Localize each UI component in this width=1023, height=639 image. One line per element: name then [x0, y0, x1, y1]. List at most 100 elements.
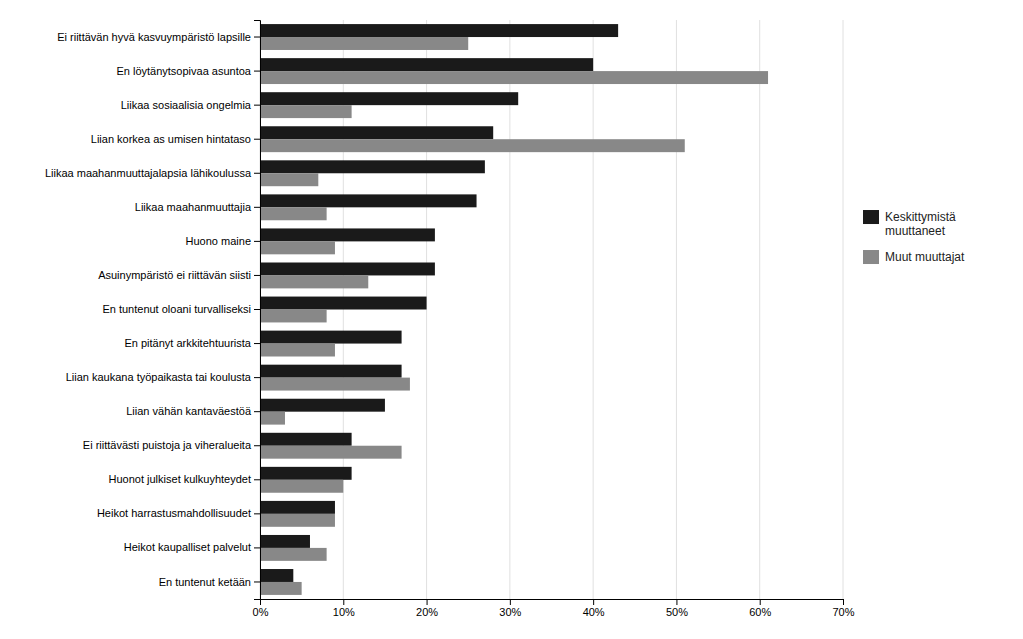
- grid-line: [676, 20, 677, 599]
- y-tick-mark: [254, 513, 260, 514]
- y-tick-mark: [254, 377, 260, 378]
- x-tick: 40%: [583, 599, 605, 618]
- y-tick-label: Liian kaukana työpaikasta tai koulusta: [66, 371, 252, 383]
- bar: [260, 71, 768, 84]
- grid-line: [593, 20, 594, 599]
- bar: [260, 194, 477, 207]
- legend-swatch: [863, 210, 879, 224]
- bar: [260, 344, 335, 357]
- legend-label: Muut muuttajat: [885, 250, 965, 264]
- legend-item: Keskittymistämuuttaneet: [863, 210, 956, 238]
- y-tick-label: Liikaa maahanmuuttajalapsia lähikoulussa: [45, 167, 252, 179]
- y-tick: Heikot kaupalliset palvelut: [124, 541, 260, 553]
- y-tick-mark: [254, 37, 260, 38]
- y-tick: Liian korkea as umisen hintataso: [91, 133, 260, 145]
- y-tick-label: Liikaa maahanmuuttajia: [135, 201, 252, 213]
- grid-line: [843, 20, 844, 599]
- bar: [260, 399, 385, 412]
- bar: [260, 548, 327, 561]
- y-axis-line: [254, 21, 261, 600]
- grid-line: [759, 20, 760, 599]
- y-tick-mark: [254, 241, 260, 242]
- bar: [260, 501, 335, 514]
- y-tick-mark: [254, 411, 260, 412]
- bar: [260, 37, 468, 50]
- bar: [260, 92, 518, 105]
- bar: [260, 262, 435, 275]
- bar: [260, 139, 685, 152]
- y-tick-label: Heikot kaupalliset palvelut: [124, 541, 251, 553]
- y-tick: Liikaa maahanmuuttajalapsia lähikoulussa: [45, 167, 260, 179]
- y-tick-label: Asuinympäristö ei riittävän siisti: [98, 269, 251, 281]
- y-tick-mark: [254, 479, 260, 480]
- legend-label: Keskittymistämuuttaneet: [885, 210, 956, 238]
- y-tick: Liikaa sosiaalisia ongelmia: [121, 99, 260, 111]
- y-tick-label: En pitänyt arkkitehtuurista: [124, 337, 251, 349]
- y-tick: En pitänyt arkkitehtuurista: [124, 337, 260, 349]
- y-tick: Huono maine: [186, 235, 260, 247]
- plot: 0%10%20%30%40%50%60%70%Ei riittävän hyvä…: [45, 20, 855, 618]
- y-tick-mark: [254, 139, 260, 140]
- y-tick: Liian kaukana työpaikasta tai koulusta: [66, 371, 260, 383]
- x-tick-mark: [843, 599, 844, 605]
- x-tick: 50%: [666, 599, 688, 618]
- bar: [260, 105, 352, 118]
- y-tick-mark: [254, 581, 260, 582]
- y-tick-mark: [254, 445, 260, 446]
- y-tick-label: Heikot harrastusmahdollisuudet: [97, 507, 251, 519]
- y-axis: Ei riittävän hyvä kasvuympäristö lapsill…: [45, 21, 261, 600]
- legend: Keskittymistämuuttaneet Muut muuttajat: [863, 210, 965, 264]
- chart: 0%10%20%30%40%50%60%70%Ei riittävän hyvä…: [0, 0, 1023, 639]
- y-tick: Ei riittävästi puistoja ja viheralueita: [83, 439, 260, 451]
- y-tick: Asuinympäristö ei riittävän siisti: [98, 269, 260, 281]
- y-tick-label: En tuntenut ketään: [159, 575, 251, 587]
- y-tick-label: Liian vähän kantaväestöä: [126, 405, 252, 417]
- grid: [260, 20, 843, 599]
- bar: [260, 433, 352, 446]
- bar: [260, 160, 485, 173]
- bar: [260, 480, 343, 493]
- legend-item: Muut muuttajat: [863, 250, 965, 264]
- y-tick: En tuntenut ketään: [159, 575, 260, 587]
- y-tick: Liikaa maahanmuuttajia: [135, 201, 260, 213]
- bars: [260, 24, 768, 595]
- x-tick: 20%: [416, 599, 438, 618]
- x-tick-label: 0%: [253, 606, 269, 618]
- x-tick-mark: [343, 599, 344, 605]
- bar: [260, 310, 327, 323]
- y-tick: Heikot harrastusmahdollisuudet: [97, 507, 260, 519]
- y-tick-label: En tuntenut oloani turvalliseksi: [102, 303, 251, 315]
- bar: [260, 569, 293, 582]
- x-tick: 60%: [749, 599, 771, 618]
- x-tick-label: 30%: [499, 606, 521, 618]
- x-tick: 30%: [499, 599, 521, 618]
- x-tick-mark: [760, 599, 761, 605]
- bar: [260, 275, 368, 288]
- bar: [260, 241, 335, 254]
- bar: [260, 173, 318, 186]
- legend-swatch: [863, 250, 879, 264]
- y-tick-mark: [254, 71, 260, 72]
- bar: [260, 297, 427, 310]
- bar: [260, 58, 593, 71]
- y-tick: En löytänytsopivaa asuntoa: [116, 65, 260, 77]
- bar: [260, 582, 302, 595]
- y-tick-mark: [254, 275, 260, 276]
- x-tick-mark: [676, 599, 677, 605]
- y-tick-label: Liian korkea as umisen hintataso: [91, 133, 251, 145]
- x-axis: 0%10%20%30%40%50%60%70%: [253, 599, 855, 618]
- x-tick-mark: [510, 599, 511, 605]
- x-tick-mark: [427, 599, 428, 605]
- y-tick-mark: [254, 207, 260, 208]
- x-tick-label: 60%: [749, 606, 771, 618]
- x-tick-mark: [593, 599, 594, 605]
- bar-series: [260, 37, 768, 595]
- bar: [260, 467, 352, 480]
- grid-line: [509, 20, 510, 599]
- x-tick-label: 70%: [832, 606, 854, 618]
- bar: [260, 126, 493, 139]
- x-tick: 0%: [253, 599, 269, 618]
- x-tick-label: 40%: [583, 606, 605, 618]
- x-axis-line: [261, 600, 844, 606]
- y-tick: Ei riittävän hyvä kasvuympäristö lapsill…: [57, 31, 260, 43]
